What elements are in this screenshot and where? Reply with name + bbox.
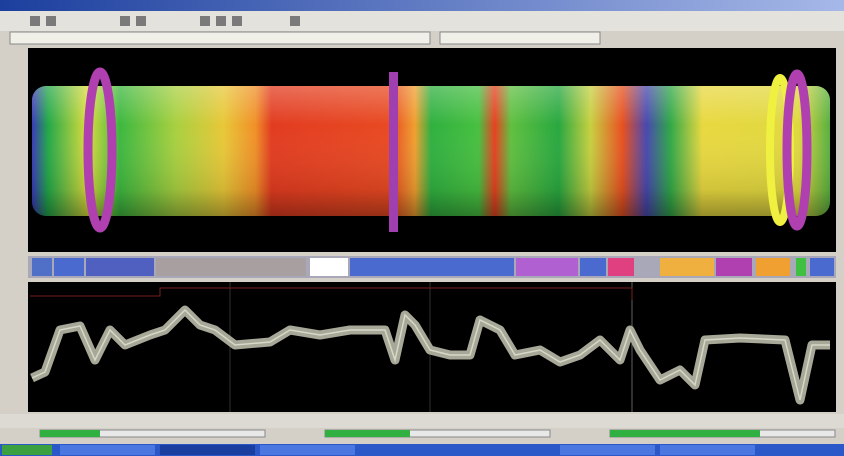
segments [32, 258, 834, 276]
segment[interactable] [810, 258, 834, 276]
segment[interactable] [756, 258, 790, 276]
tool-button[interactable] [46, 16, 56, 26]
title-bar [0, 0, 844, 11]
segment[interactable] [660, 258, 714, 276]
segment[interactable] [156, 258, 306, 276]
weld-ring [389, 72, 398, 232]
segment[interactable] [32, 258, 52, 276]
tool-button[interactable] [30, 16, 40, 26]
task-button[interactable] [260, 445, 355, 455]
segment[interactable] [350, 258, 514, 276]
segment[interactable] [516, 258, 578, 276]
progress-fill [40, 430, 100, 437]
task-button[interactable] [160, 445, 255, 455]
tool-button[interactable] [136, 16, 146, 26]
segment[interactable] [86, 258, 154, 276]
tool-button[interactable] [290, 16, 300, 26]
task-button[interactable] [660, 445, 755, 455]
info-field [440, 32, 600, 44]
progress-fill [325, 430, 410, 437]
scale-strip [0, 414, 844, 428]
page: (() => { const data = JSON.parse(documen… [0, 0, 844, 456]
segment[interactable] [580, 258, 606, 276]
tool-button[interactable] [232, 16, 242, 26]
tool-button[interactable] [120, 16, 130, 26]
segment[interactable] [716, 258, 752, 276]
tool-button[interactable] [200, 16, 210, 26]
segment[interactable] [54, 258, 84, 276]
task-button[interactable] [60, 445, 155, 455]
progress-fill [610, 430, 760, 437]
segment[interactable] [608, 258, 634, 276]
info-field [10, 32, 430, 44]
segment[interactable] [310, 258, 348, 276]
pipe [32, 72, 830, 232]
pipe-shading [32, 86, 830, 216]
tool-button[interactable] [216, 16, 226, 26]
segment[interactable] [796, 258, 806, 276]
task-button[interactable] [560, 445, 655, 455]
start-button[interactable] [2, 445, 52, 455]
app-window [0, 0, 844, 456]
